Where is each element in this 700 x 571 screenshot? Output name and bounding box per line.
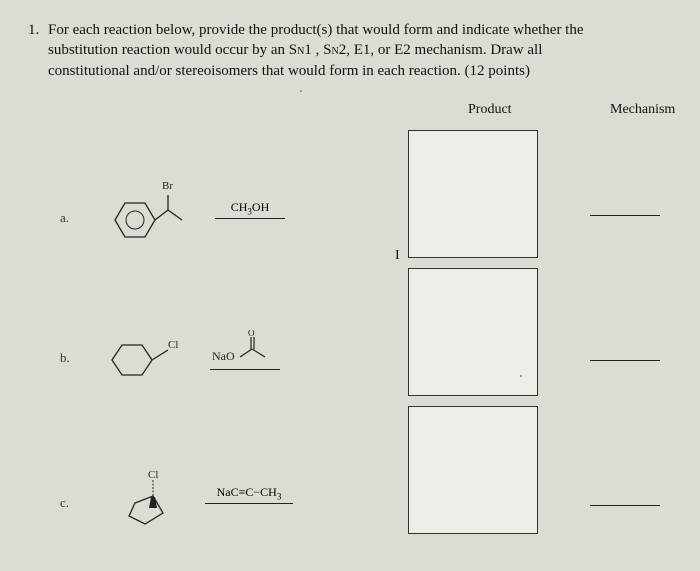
reagent-a-text: CH3OH [215, 200, 285, 216]
svg-text:NaO: NaO [212, 349, 235, 363]
question-text: For each reaction below, provide the pro… [48, 20, 672, 81]
label-b: b. [60, 350, 70, 366]
q-line2c: 2, E1, or E2 mechanism. Draw all [339, 42, 543, 58]
q-line2b: 1 , S [304, 42, 331, 58]
mechanism-blank-a[interactable] [590, 215, 660, 216]
speck [300, 90, 302, 92]
question-number: 1. [28, 20, 39, 40]
acetate-icon: NaO O [210, 330, 290, 370]
reagent-b: NaO O [210, 330, 290, 370]
header-product: Product [468, 102, 512, 118]
substrate-c: Cl [115, 468, 185, 538]
svg-text:O: O [248, 330, 255, 338]
speck [520, 375, 522, 377]
q-line3: constitutional and/or stereoisomers that… [48, 63, 530, 79]
substrate-a: Br [100, 175, 190, 250]
mechanism-blank-b[interactable] [590, 360, 660, 361]
arrow-c [205, 503, 293, 504]
reagent-a: CH3OH [215, 200, 285, 219]
label-c: c. [60, 495, 69, 511]
benzylic-bromide-icon: Br [100, 175, 190, 245]
reagent-c: NaC≡C−CH3 [205, 485, 293, 504]
label-a: a. [60, 210, 69, 226]
reagent-c-text: NaC≡C−CH3 [205, 485, 293, 501]
product-box-b[interactable] [408, 268, 538, 396]
q-line1: For each reaction below, provide the pro… [48, 22, 584, 38]
cyclopentyl-cl-icon: Cl [115, 468, 185, 533]
product-box-a[interactable] [408, 130, 538, 258]
text-cursor-icon: I [395, 248, 400, 264]
question-block: 1. For each reaction below, provide the … [28, 20, 672, 81]
worksheet-page: 1. For each reaction below, provide the … [0, 0, 700, 571]
q-sn2-sub: N [331, 46, 338, 57]
cl-label-c: Cl [148, 469, 158, 481]
mechanism-blank-c[interactable] [590, 505, 660, 506]
cyclohexyl-chloride-icon: Cl [100, 325, 185, 385]
br-label: Br [162, 180, 173, 192]
product-box-c[interactable] [408, 406, 538, 534]
substrate-b: Cl [100, 325, 185, 390]
cl-label-b: Cl [168, 339, 178, 351]
header-mechanism: Mechanism [610, 102, 675, 118]
q-line2a: substitution reaction would occur by an … [48, 42, 297, 58]
arrow-a [215, 218, 285, 219]
